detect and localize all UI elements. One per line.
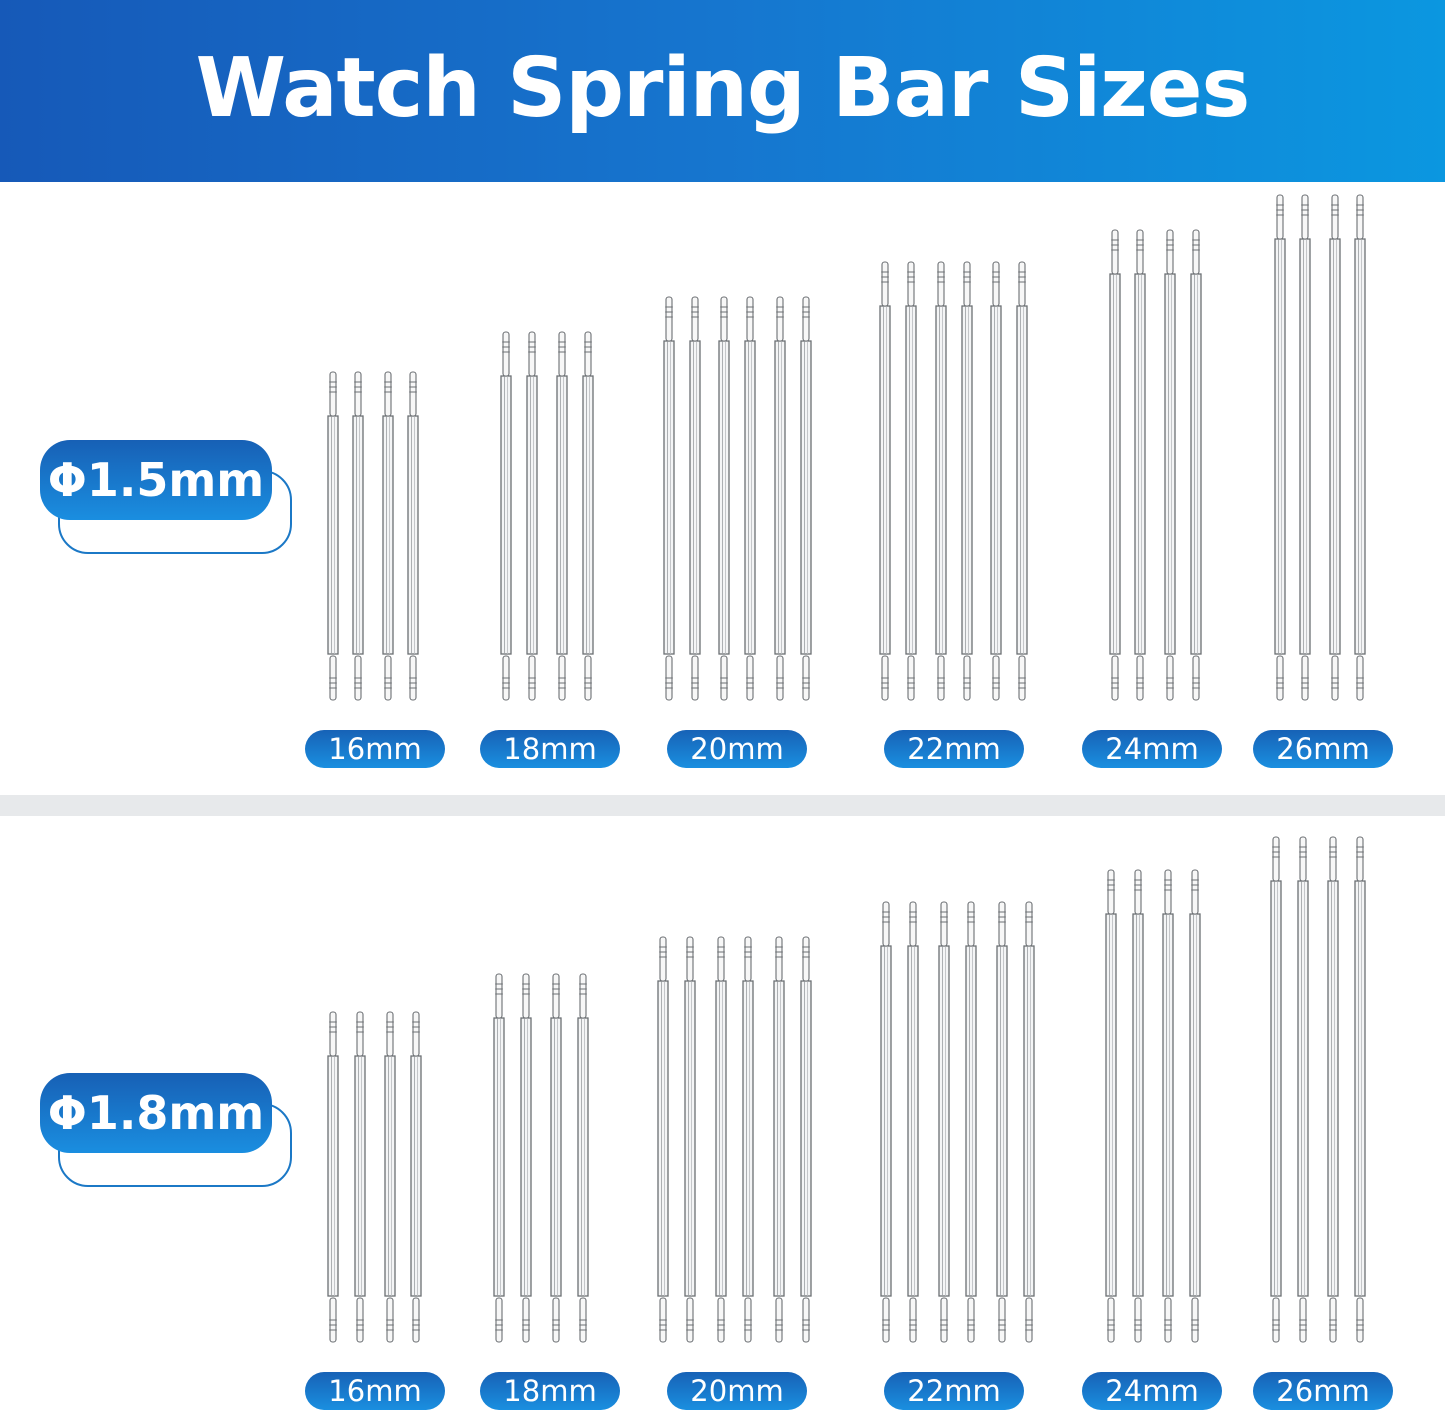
- spring-bar: [1105, 869, 1117, 1343]
- size-label: 18mm: [480, 730, 620, 768]
- spring-bar: [407, 371, 419, 701]
- spring-bar: [961, 261, 973, 701]
- spring-bar: [663, 296, 675, 701]
- spring-bar: [1297, 836, 1309, 1343]
- spring-bar: [384, 1011, 396, 1343]
- spring-bar: [1354, 836, 1366, 1343]
- size-label: 26mm: [1253, 1372, 1393, 1410]
- spring-bar: [520, 973, 532, 1343]
- bar-group-22mm: [879, 261, 1028, 701]
- size-label: 24mm: [1082, 1372, 1222, 1410]
- spring-bar: [1162, 869, 1174, 1343]
- size-label: 20mm: [667, 730, 807, 768]
- spring-bar: [526, 331, 538, 701]
- spring-bar: [493, 973, 505, 1343]
- spring-bar: [1274, 194, 1286, 701]
- spring-bar: [327, 1011, 339, 1343]
- diameter-label: Φ1.8mm: [40, 1073, 272, 1153]
- spring-bar: [577, 973, 589, 1343]
- spring-bar: [500, 331, 512, 701]
- spring-bar: [938, 901, 950, 1343]
- bar-group-20mm: [663, 296, 812, 701]
- size-label: 22mm: [884, 1372, 1024, 1410]
- spring-bar: [800, 936, 812, 1343]
- spring-bar: [990, 261, 1002, 701]
- size-label: 24mm: [1082, 730, 1222, 768]
- spring-bar: [1164, 229, 1176, 701]
- spring-bar: [718, 296, 730, 701]
- spring-bar: [800, 296, 812, 701]
- bar-group-16mm: [327, 371, 419, 701]
- spring-bar: [774, 296, 786, 701]
- bar-group-26mm: [1274, 194, 1366, 701]
- size-label: 22mm: [884, 730, 1024, 768]
- bar-group-20mm: [657, 936, 812, 1343]
- spring-bar: [1023, 901, 1035, 1343]
- spring-bar: [1299, 194, 1311, 701]
- diameter-badge-2: Φ1.8mm: [40, 1073, 292, 1187]
- size-label: 26mm: [1253, 730, 1393, 768]
- spring-bar: [935, 261, 947, 701]
- size-label: 16mm: [305, 1372, 445, 1410]
- bar-group-16mm: [327, 1011, 422, 1343]
- spring-bar: [773, 936, 785, 1343]
- bar-group-18mm: [500, 331, 594, 701]
- spring-bar: [1190, 229, 1202, 701]
- spring-bar: [996, 901, 1008, 1343]
- spring-bar: [556, 331, 568, 701]
- page-title: Watch Spring Bar Sizes: [195, 40, 1251, 136]
- spring-bar: [1327, 836, 1339, 1343]
- spring-bar: [879, 261, 891, 701]
- spring-bar: [907, 901, 919, 1343]
- size-label: 16mm: [305, 730, 445, 768]
- bar-group-24mm: [1105, 869, 1201, 1343]
- diameter-label: Φ1.5mm: [40, 440, 272, 520]
- spring-bar: [354, 1011, 366, 1343]
- spring-bar: [1189, 869, 1201, 1343]
- header-banner: Watch Spring Bar Sizes: [0, 0, 1445, 182]
- spring-bar: [382, 371, 394, 701]
- spring-bar: [1329, 194, 1341, 701]
- spring-bar: [1016, 261, 1028, 701]
- spring-bar: [657, 936, 669, 1343]
- spring-bar: [410, 1011, 422, 1343]
- size-label: 20mm: [667, 1372, 807, 1410]
- spring-bar: [1134, 229, 1146, 701]
- bar-group-26mm: [1270, 836, 1366, 1343]
- spring-bar: [1270, 836, 1282, 1343]
- spring-bar: [744, 296, 756, 701]
- bar-group-24mm: [1109, 229, 1202, 701]
- spring-bar: [327, 371, 339, 701]
- spring-bar: [1354, 194, 1366, 701]
- spring-bar: [352, 371, 364, 701]
- spring-bar: [905, 261, 917, 701]
- bar-group-22mm: [880, 901, 1035, 1343]
- spring-bar: [715, 936, 727, 1343]
- spring-bar: [742, 936, 754, 1343]
- spring-bar: [1132, 869, 1144, 1343]
- spring-bar: [1109, 229, 1121, 701]
- spring-bar: [689, 296, 701, 701]
- spring-bar: [880, 901, 892, 1343]
- spring-bar: [582, 331, 594, 701]
- diameter-badge-1: Φ1.5mm: [40, 440, 292, 554]
- spring-bar: [965, 901, 977, 1343]
- size-label: 18mm: [480, 1372, 620, 1410]
- spring-bar: [550, 973, 562, 1343]
- spring-bar: [684, 936, 696, 1343]
- bar-group-18mm: [493, 973, 589, 1343]
- section-divider: [0, 795, 1445, 816]
